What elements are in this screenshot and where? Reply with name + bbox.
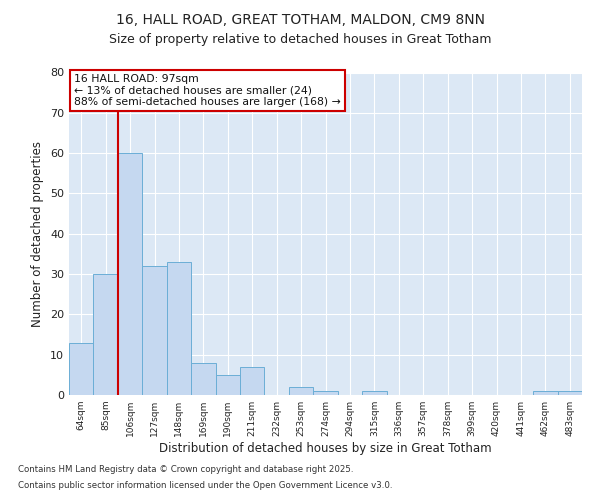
Bar (142, 266, 167, 395)
Bar (191, 363, 215, 395)
Text: 16, HALL ROAD, GREAT TOTHAM, MALDON, CM9 8NN: 16, HALL ROAD, GREAT TOTHAM, MALDON, CM9… (115, 12, 485, 26)
Text: Size of property relative to detached houses in Great Totham: Size of property relative to detached ho… (109, 32, 491, 46)
X-axis label: Distribution of detached houses by size in Great Totham: Distribution of detached houses by size … (159, 442, 492, 455)
Y-axis label: Number of detached properties: Number of detached properties (31, 141, 44, 327)
Bar (69, 342, 94, 395)
Text: Contains HM Land Registry data © Crown copyright and database right 2025.: Contains HM Land Registry data © Crown c… (18, 466, 353, 474)
Bar (362, 391, 386, 395)
Bar (215, 375, 240, 395)
Bar (167, 262, 191, 395)
Bar (533, 391, 557, 395)
Bar (289, 387, 313, 395)
Bar (94, 274, 118, 395)
Bar (557, 391, 582, 395)
Bar (313, 391, 338, 395)
Bar (240, 367, 265, 395)
Text: Contains public sector information licensed under the Open Government Licence v3: Contains public sector information licen… (18, 480, 392, 490)
Bar (118, 153, 142, 395)
Text: 16 HALL ROAD: 97sqm
← 13% of detached houses are smaller (24)
88% of semi-detach: 16 HALL ROAD: 97sqm ← 13% of detached ho… (74, 74, 341, 108)
